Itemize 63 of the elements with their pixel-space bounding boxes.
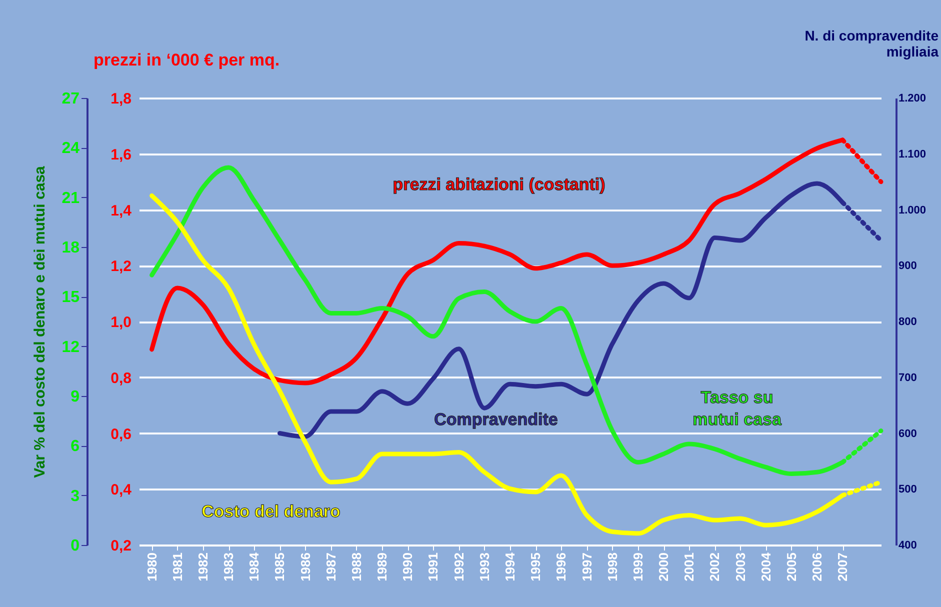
y-tick-label: 0,6 [110, 426, 132, 443]
y2-tick-label: 600 [898, 428, 917, 440]
x-tick-label: 2002 [707, 552, 722, 582]
y3-axis-title: Var % del costo del denaro e dei mutui casa [32, 165, 49, 478]
x-tick-label: 1993 [476, 552, 492, 582]
x-tick-label: 2006 [810, 552, 825, 582]
x-tick-label: 1984 [246, 552, 262, 582]
x-tick-label: 1995 [528, 552, 544, 582]
y3-tick-label: 12 [62, 338, 80, 356]
y-tick-label: 1,2 [110, 258, 132, 276]
x-tick-label: 1996 [554, 552, 569, 582]
y3-tick-label: 24 [62, 140, 80, 158]
x-tick-label: 1980 [144, 552, 160, 582]
y2-tick-label: 500 [898, 484, 917, 496]
text: prezzi abitazioni (costanti) [392, 175, 606, 194]
x-tick-label: 1987 [323, 552, 338, 582]
x-tick-label: 1982 [195, 552, 210, 582]
x-tick-label: 1986 [298, 552, 313, 582]
x-tick-label: 2007 [835, 552, 850, 582]
y2-axis-title: N. di compravendite migliaia [804, 28, 939, 60]
y2-tick-label: 1.000 [898, 204, 926, 216]
y2-tick-label: 900 [898, 260, 917, 272]
x-tick-label: 2005 [784, 552, 799, 582]
x-tick-label: 1990 [400, 552, 416, 582]
x-tick-label: 1992 [451, 552, 466, 582]
y-tick-label: 0,8 [110, 370, 132, 387]
x-tick-label: 1997 [579, 552, 594, 582]
y-tick-label: 0,2 [110, 538, 132, 554]
y3-tick-label: 3 [70, 488, 80, 505]
y-tick-label: 1,8 [110, 90, 132, 108]
y3-tick-label: 27 [62, 90, 80, 108]
y3-tick-label: 9 [70, 388, 80, 406]
y-tick-label: 0,4 [110, 482, 132, 499]
y2-tick-label: 1.100 [898, 148, 926, 160]
y3-tick-label: 0 [70, 538, 80, 554]
x-tick-label: 1981 [170, 552, 185, 582]
x-tick-label: 1983 [221, 552, 236, 582]
y3-tick-label: 21 [62, 190, 80, 207]
x-tick-label: 2001 [682, 552, 697, 582]
y-axis-title: prezzi in ‘000 € per mq. [94, 50, 280, 70]
x-tick-label: 1985 [272, 552, 288, 582]
x-tick-label: 1998 [604, 552, 620, 582]
x-tick-label: 2004 [758, 552, 774, 582]
y2-tick-label: 1.200 [898, 92, 926, 104]
x-tick-label: 1989 [374, 552, 390, 582]
y3-tick-label: 15 [62, 289, 80, 306]
y3-tick-label: 18 [62, 240, 80, 256]
x-tick-label: 2003 [732, 552, 748, 582]
series-label: Tasso su mutui casa [692, 388, 782, 429]
x-tick-label: 1991 [426, 552, 441, 582]
series-label: Costo del denaro [202, 502, 340, 521]
y2-tick-label: 800 [898, 316, 917, 328]
y3-tick-label: 6 [70, 438, 80, 456]
x-tick-label: 2000 [656, 552, 672, 582]
y2-tick-label: 700 [898, 372, 917, 384]
y-tick-label: 1,6 [110, 146, 132, 164]
y2-tick-label: 400 [898, 540, 917, 552]
x-tick-label: 1994 [502, 552, 518, 582]
x-tick-label: 1999 [630, 552, 646, 582]
x-tick-label: 1988 [348, 552, 364, 582]
y-tick-label: 1,4 [110, 202, 132, 220]
series-label: Compravendite [434, 410, 558, 429]
y-tick-label: 1,0 [110, 314, 132, 331]
